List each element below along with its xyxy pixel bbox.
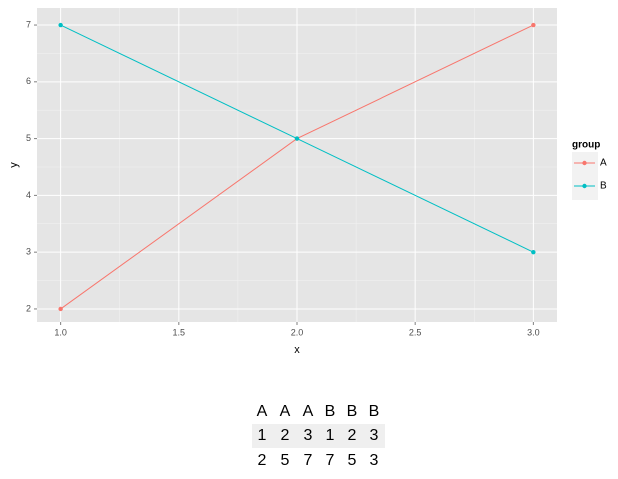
legend-key-point — [582, 160, 587, 166]
legend-key-point — [582, 183, 587, 189]
y-tick-label: 5 — [26, 133, 31, 143]
y-tick-label: 6 — [26, 76, 31, 86]
table-cell: B — [347, 403, 358, 420]
table-cell: 7 — [304, 452, 313, 469]
table-cell: B — [369, 403, 380, 420]
legend-label: A — [600, 158, 607, 169]
table-cell: 3 — [370, 452, 379, 469]
table-cell: 1 — [258, 427, 267, 444]
table-cell: A — [303, 403, 314, 420]
table-cell: A — [280, 403, 291, 420]
x-tick-label: 1.5 — [173, 327, 186, 337]
data-point — [58, 22, 63, 28]
table-cell: 2 — [348, 427, 357, 444]
table-cell: 2 — [258, 452, 267, 469]
table-cell: B — [325, 403, 336, 420]
table-cell: 1 — [326, 427, 335, 444]
table-cell: 3 — [304, 427, 313, 444]
y-tick-label: 7 — [26, 19, 31, 29]
y-axis-label: y — [8, 162, 20, 168]
table-cell: A — [257, 403, 268, 420]
legend-key-bg — [572, 152, 598, 200]
legend-label: B — [600, 181, 607, 192]
data-point — [58, 306, 63, 312]
data-point — [294, 136, 300, 141]
table-cell: 2 — [281, 427, 290, 444]
table-cell: 3 — [370, 427, 379, 444]
x-tick-label: 2.5 — [409, 327, 422, 337]
y-tick-label: 2 — [26, 303, 31, 313]
data-point — [531, 249, 536, 255]
x-axis-label: x — [294, 344, 300, 356]
y-tick-label: 4 — [26, 190, 31, 200]
legend-title: group — [572, 140, 600, 151]
table-cell: 5 — [281, 452, 290, 469]
y-tick-label: 3 — [26, 247, 31, 257]
x-tick-label: 2.0 — [291, 327, 304, 337]
table-cell: 7 — [326, 452, 335, 469]
table-row-shade — [252, 424, 385, 448]
data-point — [531, 22, 536, 28]
table-cell: 5 — [348, 452, 357, 469]
x-tick-label: 3.0 — [527, 327, 540, 337]
x-tick-label: 1.0 — [54, 327, 67, 337]
